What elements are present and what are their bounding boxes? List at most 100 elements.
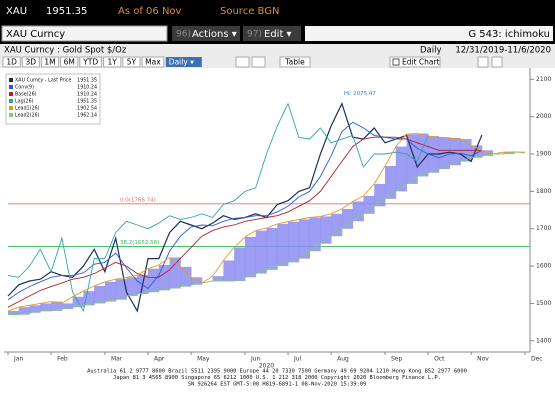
legend-swatch	[9, 85, 13, 89]
period: Daily	[420, 46, 442, 56]
cloud	[449, 137, 461, 166]
actions-number: 96)	[176, 30, 191, 40]
as-of: As of 06 Nov	[118, 6, 182, 17]
legend-swatch	[9, 78, 13, 82]
footer-line: SN 926264 EST GMT-5:00 H819-6891-1 08-No…	[188, 382, 367, 388]
legend-value: 1951.35	[77, 78, 97, 84]
cloud	[309, 217, 321, 252]
legend-value: 1902.54	[77, 106, 97, 112]
legend-swatch	[9, 113, 13, 117]
cloud	[320, 216, 332, 244]
edit-label: Edit ▾	[264, 29, 292, 40]
cloud	[298, 219, 310, 259]
cloud	[471, 145, 483, 158]
description: XAU Curncy : Gold Spot $/Oz	[4, 46, 127, 56]
ticker: XAU	[6, 6, 27, 17]
x-tick-label: Jun	[250, 356, 261, 363]
y-tick-label: 1800	[536, 188, 551, 195]
range-label: 5Y	[127, 58, 137, 67]
icon-button[interactable]	[235, 56, 250, 68]
series-line	[7, 102, 429, 313]
annotation: Hi: 2075.47	[344, 91, 377, 97]
reference-label: 38.2(1652.58)	[120, 240, 159, 246]
edit-button[interactable]	[243, 26, 301, 41]
y-tick-label: 1700	[536, 225, 551, 232]
cloud	[406, 134, 418, 184]
range-label: YTD	[82, 58, 98, 67]
legend-label: XAU Curncy - Last Price	[15, 78, 71, 84]
range-label: Max	[145, 58, 161, 67]
legend-swatch	[9, 92, 13, 96]
reference-label: 0.0(1766.74)	[120, 197, 156, 203]
range-button[interactable]	[60, 56, 79, 68]
range-label: 3D	[26, 58, 37, 67]
x-tick-label: Apr	[154, 356, 165, 363]
cloud	[148, 268, 160, 293]
cloud	[234, 247, 246, 282]
x-tick-label: Dec	[531, 356, 543, 363]
cloud	[395, 146, 407, 192]
legend-label: Base(26)	[15, 92, 37, 98]
footer: Australia 61 2 9777 8600 Brazil 5511 239…	[87, 369, 467, 388]
range-button[interactable]	[2, 56, 21, 68]
edit-chart-icon	[392, 58, 400, 66]
x-tick-label: Sep	[391, 356, 403, 363]
cloud	[180, 266, 192, 287]
cloud	[288, 221, 300, 263]
range-button[interactable]	[141, 56, 165, 68]
cloud	[51, 301, 63, 311]
cloud	[169, 257, 181, 289]
cloud	[255, 230, 267, 274]
table-button[interactable]	[279, 56, 311, 68]
page-box	[305, 26, 553, 41]
icon-button[interactable]	[477, 56, 489, 68]
frequency-label: Daily ▾	[169, 58, 194, 67]
security: XAU Curncy	[6, 29, 65, 40]
series-line	[7, 133, 526, 312]
range-button[interactable]	[122, 56, 141, 68]
cloud	[244, 236, 257, 278]
cloud	[83, 291, 95, 306]
cloud	[8, 310, 20, 315]
edit-chart-button[interactable]	[389, 56, 441, 68]
range-button[interactable]	[103, 56, 122, 68]
y-tick-label: 2100	[536, 76, 551, 83]
range-button[interactable]	[79, 56, 103, 68]
toolbar-buttons: 1D 3D 1M 6M YTD 1Y 5Y Max Daily ▾	[2, 56, 202, 68]
icon-button[interactable]	[491, 56, 503, 68]
legend-label: Lead1(26)	[15, 106, 40, 112]
y-tick-label: 1400	[536, 337, 551, 344]
cloud	[277, 223, 289, 267]
x-tick-label: Feb	[57, 356, 68, 363]
y-tick-label: 1600	[536, 263, 551, 270]
x-axis-label: 2020	[259, 363, 274, 370]
legend: XAU Curncy - Last Price 1951.35 Conv(9) 191…	[5, 73, 101, 125]
range-label: 1M	[44, 58, 55, 67]
last-price: 1951.35	[46, 6, 87, 17]
plot: 1400 1500 1600 1700 1800 1900 2000 2100 Jan Feb Ma…	[4, 68, 551, 370]
range-button[interactable]	[40, 56, 60, 68]
source: Source BGN	[220, 6, 279, 17]
frequency-button[interactable]	[165, 57, 202, 67]
range-button[interactable]	[21, 56, 40, 68]
x-tick-label: Nov	[477, 356, 489, 363]
cloud	[352, 201, 364, 222]
cloud	[223, 260, 235, 282]
actions-button[interactable]	[172, 26, 240, 41]
icon-button[interactable]	[251, 56, 266, 68]
x-tick-label: Aug	[337, 356, 349, 363]
edit-number: 97)	[247, 30, 262, 40]
range-label: 1D	[6, 58, 17, 67]
y-tick-label: 1500	[536, 300, 551, 307]
security-input[interactable]	[1, 25, 168, 42]
cloud	[331, 213, 343, 237]
range-label: 1Y	[108, 58, 118, 67]
x-tick-label: May	[197, 356, 210, 363]
legend-value: 1910.24	[77, 92, 97, 98]
cloud	[481, 150, 494, 156]
legend-label: Lead2(26)	[15, 113, 40, 119]
cloud	[374, 183, 386, 207]
cloud	[94, 285, 106, 304]
